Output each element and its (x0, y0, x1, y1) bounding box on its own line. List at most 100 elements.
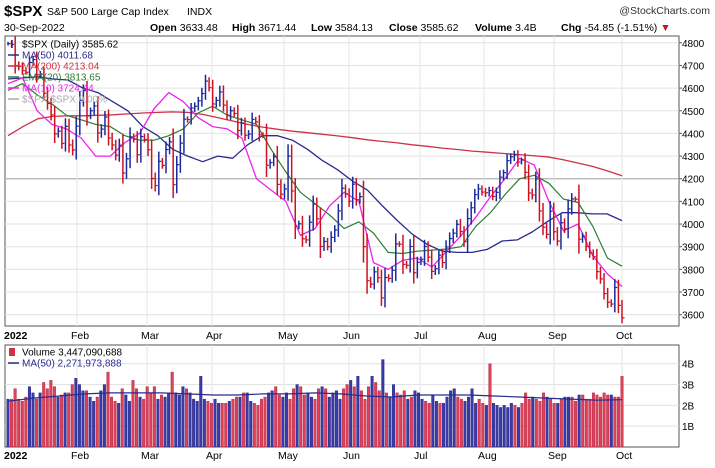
volume-bar (142, 398, 146, 448)
high-stat-label: High (232, 22, 258, 34)
x-axis-label: Feb (71, 450, 89, 462)
volume-bar (442, 403, 445, 448)
volume-bar (549, 398, 553, 448)
symbol-label: $SPX (4, 3, 42, 20)
close-stat-label: Close (389, 22, 421, 34)
volume-bar (52, 386, 56, 448)
volume-bar (199, 376, 203, 448)
volume-bar (449, 390, 453, 448)
volume-bar (242, 392, 246, 448)
volume-bar (35, 398, 39, 448)
price-tick-label: 4000 (682, 220, 705, 231)
volume-tick-label: 2B (682, 401, 695, 412)
volume-bar (402, 390, 406, 448)
volume-bar (566, 396, 570, 448)
volume-bar (467, 396, 470, 448)
volume-bar (38, 392, 42, 448)
volume-bar (581, 394, 585, 448)
volume-bar (334, 390, 338, 448)
down-arrow-icon: ▼ (660, 22, 670, 34)
volume-bar (13, 388, 17, 448)
volume-bar (263, 396, 267, 448)
volume-bar (477, 398, 481, 448)
volume-bar (492, 403, 495, 448)
volume-bar (420, 398, 424, 448)
volume-stat: Volume 3.4B (475, 22, 537, 34)
volume-bar (452, 388, 456, 448)
volume-bar (195, 401, 199, 448)
volume-bar (27, 386, 31, 448)
volume-bar (77, 384, 81, 448)
volume-bar (45, 388, 49, 448)
volume-bar (367, 386, 371, 448)
x-axis-label: Feb (71, 330, 89, 342)
volume-bar (10, 398, 14, 448)
volume-bar (527, 398, 531, 448)
volume-bar (160, 394, 163, 448)
price-tick-label: 4600 (682, 84, 705, 95)
volume-bar (113, 401, 117, 448)
x-axis-label: May (278, 450, 299, 462)
volume-bar (499, 407, 503, 448)
volume-bar (209, 403, 213, 448)
price-gridlines (5, 42, 679, 316)
volume-bar (531, 396, 535, 448)
volume-bar (409, 396, 413, 448)
volume-bar (484, 405, 488, 448)
volume-bar (231, 398, 235, 448)
volume-bar (138, 396, 142, 448)
price-tick-label: 3700 (682, 288, 705, 299)
change-stat-label: Chg (561, 22, 584, 34)
price-tick-label: 4700 (682, 61, 705, 72)
volume-bar (213, 398, 217, 448)
price-tick-label: 4100 (682, 197, 705, 208)
close-stat-value: 3585.62 (421, 22, 459, 34)
volume-bar (152, 386, 156, 448)
volume-bar (545, 396, 549, 448)
volume-bar (488, 363, 492, 448)
volume-bar (281, 396, 285, 448)
volume-bar (120, 388, 124, 448)
ma200-line (7, 111, 623, 177)
volume-bar (359, 390, 363, 448)
volume-bar (374, 382, 378, 448)
x-axis-label: Sep (548, 330, 567, 342)
price-legend-entry: MA(200) 4213.04 (22, 62, 100, 73)
price-tick-label: 3900 (682, 243, 705, 254)
volume-bar (177, 394, 181, 448)
volume-bar (509, 403, 513, 448)
volume-bar (252, 403, 256, 448)
volume-bar (60, 394, 64, 448)
volume-bar (259, 398, 263, 448)
volume-bar (459, 398, 463, 448)
x-axis-label: Jul (414, 450, 427, 462)
volume-bar (541, 392, 545, 448)
volume-bar (302, 394, 306, 448)
volume-bar (245, 392, 249, 448)
volume-bar (110, 396, 114, 448)
volume-bar (292, 388, 296, 448)
volume-bar (470, 388, 474, 448)
x-axis-label: Aug (478, 450, 497, 462)
volume-bar (599, 396, 603, 448)
volume-bar (613, 396, 617, 448)
volume-bar (295, 384, 299, 448)
x-axis-label: Jul (414, 330, 427, 342)
volume-bar (320, 386, 324, 448)
volume-bar (474, 403, 478, 448)
volume-bar (331, 392, 335, 448)
volume-bar (238, 396, 242, 448)
volume-bar (556, 403, 560, 448)
date-label: 30-Sep-2022 (4, 22, 65, 34)
volume-bar (102, 384, 106, 448)
volume-bar (24, 396, 28, 448)
volume-bar (270, 390, 274, 448)
volume-bar (413, 390, 417, 448)
volume-bar (217, 403, 221, 448)
open-stat-value: 3633.48 (180, 22, 218, 34)
close-stat: Close 3585.62 (389, 22, 459, 34)
x-axis-label: 2022 (4, 450, 28, 462)
volume-bar (70, 384, 74, 448)
volume-bar (345, 384, 349, 448)
